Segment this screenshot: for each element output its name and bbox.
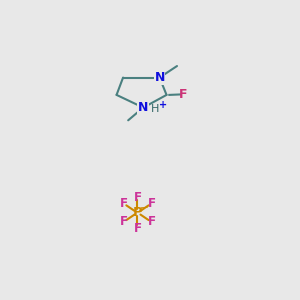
Text: F: F <box>119 215 128 229</box>
Text: F: F <box>179 88 188 101</box>
Text: −: − <box>140 202 149 213</box>
Text: F: F <box>134 222 142 235</box>
Text: P: P <box>133 206 142 219</box>
Text: +: + <box>159 100 167 110</box>
Text: N: N <box>138 101 148 114</box>
Text: F: F <box>134 190 142 203</box>
Text: F: F <box>147 197 155 210</box>
Text: N: N <box>154 71 165 84</box>
Text: H: H <box>151 104 160 114</box>
Text: F: F <box>119 197 128 210</box>
Text: F: F <box>147 215 155 229</box>
